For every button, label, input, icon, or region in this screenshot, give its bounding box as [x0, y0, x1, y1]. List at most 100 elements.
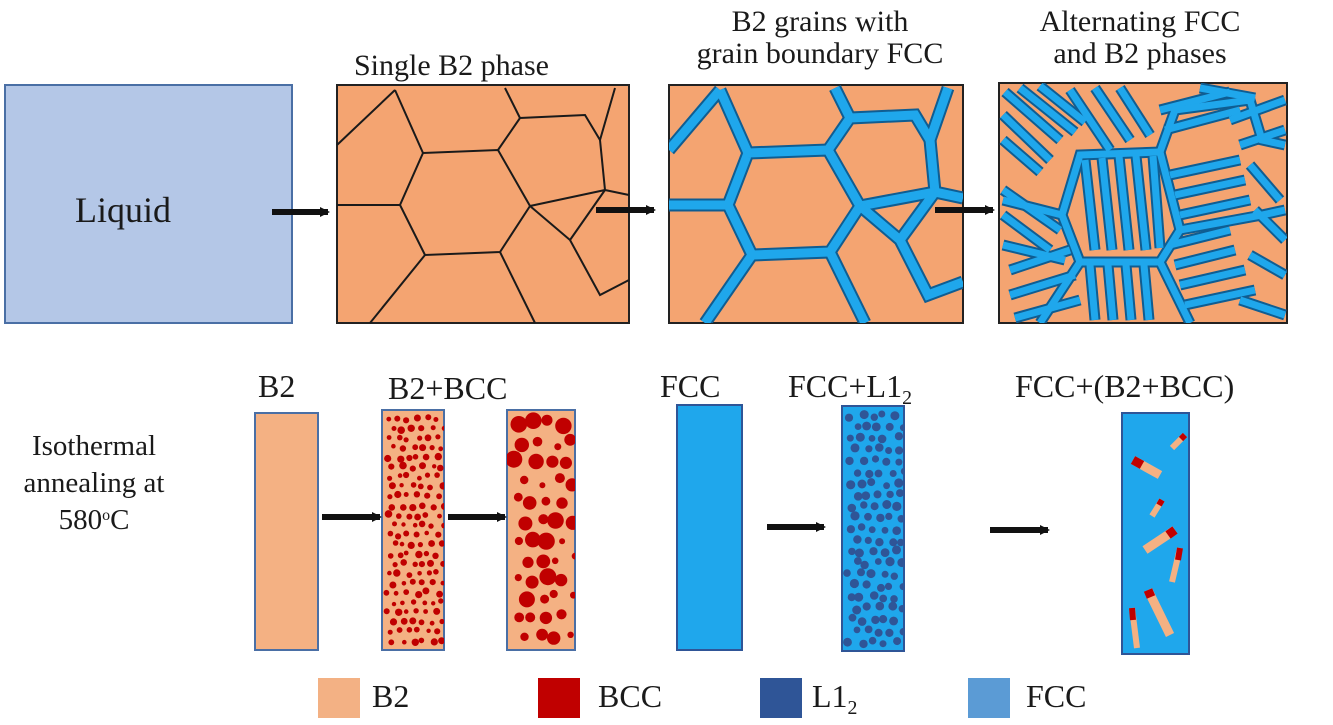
bcc-precipitate-fine — [403, 530, 410, 537]
bcc-precipitate-fine — [400, 617, 408, 625]
bcc-precipitate-fine — [383, 589, 390, 596]
l12-precipitate — [879, 640, 887, 648]
bcc-precipitate-fine — [396, 627, 403, 633]
l12-precipitate — [870, 502, 879, 511]
bcc-precipitate-fine — [437, 464, 444, 472]
bcc-precipitate-fine — [424, 492, 431, 499]
bcc-precipitate-coarse — [547, 631, 561, 645]
l12-precipitate — [899, 424, 904, 432]
bcc-precipitate-fine — [425, 414, 432, 421]
l12-precipitate — [857, 617, 867, 626]
bcc-precipitate-fine — [396, 513, 402, 519]
bcc-precipitate-coarse — [549, 589, 558, 599]
bcc-precipitate-fine — [407, 424, 415, 432]
bcc-precipitate-fine — [440, 502, 444, 510]
l12-precipitate — [885, 628, 894, 638]
l12-precipitate — [869, 591, 879, 600]
l12-precipitate — [853, 535, 862, 544]
bcc-precipitate-coarse — [556, 497, 568, 509]
bcc-precipitate-fine — [413, 491, 421, 498]
bcc-precipitate-coarse — [518, 516, 533, 531]
bcc-precipitate-fine — [429, 620, 435, 626]
bcc-precipitate-fine — [440, 560, 444, 567]
bcc-precipitate-coarse — [567, 631, 574, 638]
temperature-value: 580 — [58, 504, 103, 537]
bcc-precipitate-coarse — [554, 443, 562, 451]
bcc-precipitate-fine — [403, 471, 410, 479]
fcc-l12-text: FCC+L1 — [788, 368, 903, 404]
bcc-precipitate-fine — [413, 531, 420, 538]
l12-precipitate — [870, 413, 878, 421]
bcc-precipitate-fine — [386, 435, 392, 440]
liquid-label: Liquid — [75, 190, 171, 230]
legend-bcc-text: BCC — [598, 678, 663, 714]
l12-precipitate — [897, 558, 904, 568]
bcc-precipitate-fine — [412, 444, 419, 451]
l12-precipitate — [864, 625, 873, 634]
l12-precipitate — [896, 489, 904, 498]
bcc-precipitate-fine — [419, 462, 426, 470]
bcc-precipitate-fine — [433, 569, 439, 575]
bcc-precipitate-fine — [409, 617, 417, 625]
bcc-precipitate-fine — [426, 570, 432, 576]
legend-swatch-l12 — [760, 678, 802, 718]
fcc-l12-sub: 2 — [902, 387, 912, 410]
bcc-precipitate-fine — [399, 483, 404, 488]
bcc-precipitate-coarse — [554, 573, 568, 587]
bcc-precipitate-fine — [435, 434, 441, 440]
legend-label-l12: L12 — [812, 679, 857, 718]
bcc-precipitate-fine — [383, 608, 390, 615]
legend-label-b2: B2 — [372, 678, 410, 714]
l12-precipitate — [874, 628, 883, 637]
bcc-precipitate-coarse — [541, 496, 551, 506]
l12-precipitate — [885, 557, 895, 567]
bcc-precipitate-fine — [434, 472, 440, 478]
l12-precipitate — [853, 626, 861, 634]
l12-precipitate — [892, 545, 901, 555]
bcc-precipitate-fine — [418, 520, 426, 528]
bcc-precipitate-fine — [422, 453, 430, 461]
alternating-caption: Alternating FCC and B2 phases — [990, 6, 1290, 69]
bcc-precipitate-fine — [414, 513, 421, 521]
l12-precipitate — [864, 512, 872, 521]
bcc-precipitate-fine — [395, 608, 403, 616]
l12-precipitate — [862, 421, 871, 431]
l12-precipitate — [899, 628, 904, 636]
side-label-line2: annealing at — [23, 467, 165, 500]
bcc-precipitate-coarse — [556, 609, 567, 620]
l12-precipitate — [868, 435, 876, 442]
bcc-precipitate-fine — [401, 522, 406, 527]
bcc-precipitate-fine — [427, 484, 433, 491]
bcc-precipitate-fine — [412, 454, 419, 460]
legend-swatch-fcc — [968, 678, 1010, 718]
legend-b2-text: B2 — [372, 678, 410, 714]
bcc-precipitate-fine — [393, 590, 399, 596]
l12-precipitate — [878, 410, 886, 418]
bcc-precipitate-coarse — [547, 512, 564, 529]
l12-precipitate — [854, 423, 862, 430]
bcc-precipitate-coarse — [522, 496, 537, 510]
l12-precipitate — [881, 570, 889, 578]
bcc-precipitate-coarse — [525, 531, 541, 548]
l12-precipitate — [874, 469, 883, 478]
bcc-precipitate-fine — [400, 504, 407, 511]
bcc-precipitate-coarse — [564, 433, 575, 446]
l12-precipitate — [882, 500, 892, 509]
fcc-b2bcc-bar — [1121, 412, 1190, 655]
l12-precipitate — [875, 538, 884, 547]
l12-precipitate — [857, 479, 867, 489]
bcc-precipitate-fine — [392, 562, 398, 568]
bcc-precipitate-fine — [415, 550, 423, 559]
bcc-precipitate-fine — [431, 601, 436, 606]
isothermal-annealing-label: Isothermal annealing at 580oC — [4, 428, 184, 539]
bcc-precipitate-fine — [434, 628, 441, 635]
l12-precipitate — [885, 422, 894, 431]
l12-precipitate — [897, 515, 904, 523]
bcc-precipitate-fine — [384, 454, 392, 463]
bcc-precipitate-fine — [428, 523, 434, 529]
l12-precipitate — [848, 613, 857, 622]
bcc-precipitate-coarse — [537, 532, 555, 550]
bcc-precipitate-coarse — [538, 514, 549, 525]
bcc-precipitate-fine — [391, 443, 396, 449]
